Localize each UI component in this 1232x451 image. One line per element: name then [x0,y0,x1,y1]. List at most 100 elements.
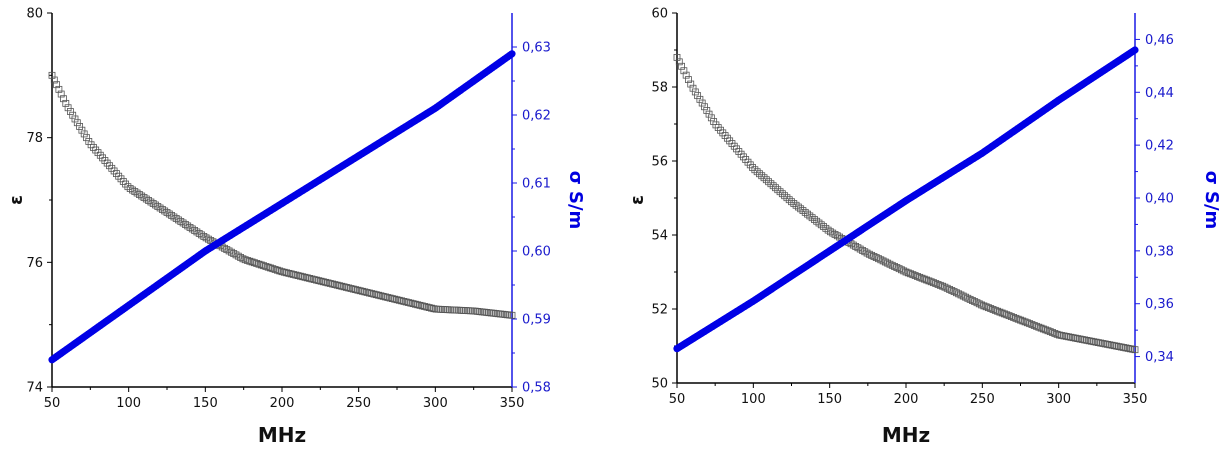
permittivity-point [1117,343,1125,351]
permittivity-point [806,212,814,220]
permittivity-point [50,76,58,84]
permittivity-point [1092,338,1100,346]
permittivity-point [1072,334,1079,342]
permittivity-point [338,282,346,290]
permittivity-point [283,269,291,277]
left-y-tick-label: 52 [651,303,668,318]
permittivity-point [778,190,786,198]
x-tick-label: 350 [1123,392,1148,407]
permittivity-point [250,259,258,267]
right-y-tick-label: 0,63 [522,41,551,56]
permittivity-point [934,281,942,288]
permittivity-point [444,306,452,314]
permittivity-point [78,126,86,134]
permittivity-point [923,276,931,284]
right-panel-chart: 50 100 150 200 250 300 350 50 52 54 56 58 60 0,34 0,36… [627,7,1222,448]
permittivity-point [758,172,766,180]
permittivity-point [955,290,963,298]
permittivity-point [319,278,327,286]
permittivity-point [696,95,704,103]
permittivity-point [916,273,924,281]
permittivity-point [460,307,468,314]
permittivity-point [255,260,263,268]
permittivity-point [964,294,972,302]
permittivity-point [416,301,424,309]
permittivity-point [762,176,770,184]
permittivity-point [1074,335,1082,343]
permittivity-point [966,295,974,303]
permittivity-point [991,306,999,314]
permittivity-point [372,291,380,299]
permittivity-point [1120,344,1127,351]
permittivity-point [299,273,307,281]
permittivity-point [48,71,56,79]
x-tick-label: 50 [669,392,686,407]
permittivity-point [817,221,825,229]
permittivity-point [794,203,802,211]
permittivity-point [347,285,355,292]
permittivity-point [870,253,878,260]
permittivity-point [962,293,969,301]
permittivity-point [1069,334,1077,342]
permittivity-point [1113,342,1121,350]
permittivity-point [425,304,433,311]
permittivity-point [317,277,325,285]
permittivity-point [1083,336,1091,344]
permittivity-point [881,258,889,266]
permittivity-point [1010,314,1018,321]
permittivity-point [246,257,254,265]
right-y-tick-label: 0,62 [522,109,551,124]
permittivity-point [907,270,914,278]
permittivity-point [959,292,967,300]
permittivity-point [1076,335,1084,343]
permittivity-point [797,205,805,213]
permittivity-point [453,306,461,314]
permittivity-point [1046,328,1054,336]
permittivity-point [1056,331,1063,339]
permittivity-point [952,289,960,297]
permittivity-point [1037,324,1045,332]
permittivity-point [920,275,928,283]
permittivity-point [801,208,809,216]
permittivity-point [349,285,357,293]
x-axis-label: MHz [882,423,930,447]
permittivity-point [1014,315,1022,323]
permittivity-point [973,299,981,307]
conductivity-series [673,46,1139,353]
permittivity-point [792,201,800,209]
permittivity-point [437,305,445,313]
permittivity-point [1021,318,1029,326]
permittivity-point [361,288,369,296]
permittivity-point [943,284,951,292]
permittivity-point [774,186,782,194]
permittivity-point [1053,330,1061,338]
permittivity-point [698,99,706,107]
permittivity-point [1001,310,1008,318]
right-y-tick-label: 0,61 [522,177,551,192]
permittivity-point [329,280,337,288]
permittivity-point [428,304,435,312]
permittivity-point [811,216,818,223]
permittivity-point [950,288,958,296]
permittivity-point [1081,336,1089,344]
permittivity-point [324,279,332,287]
permittivity-point [306,275,314,282]
left-y-tick-label: 80 [26,7,43,22]
permittivity-point [936,281,944,289]
permittivity-point [64,104,72,112]
permittivity-point [994,307,1001,315]
permittivity-point [83,134,90,142]
permittivity-point [783,194,791,202]
permittivity-point [1051,330,1059,337]
permittivity-point [998,309,1006,317]
permittivity-point [1040,325,1047,333]
permittivity-point [336,282,343,290]
x-tick-label: 50 [44,396,61,411]
left-y-tick-label: 58 [651,81,668,96]
permittivity-point [315,277,323,285]
permittivity-point [879,257,887,265]
permittivity-point [948,287,956,294]
left-y-tick-label: 56 [651,155,668,170]
permittivity-point [69,111,77,119]
